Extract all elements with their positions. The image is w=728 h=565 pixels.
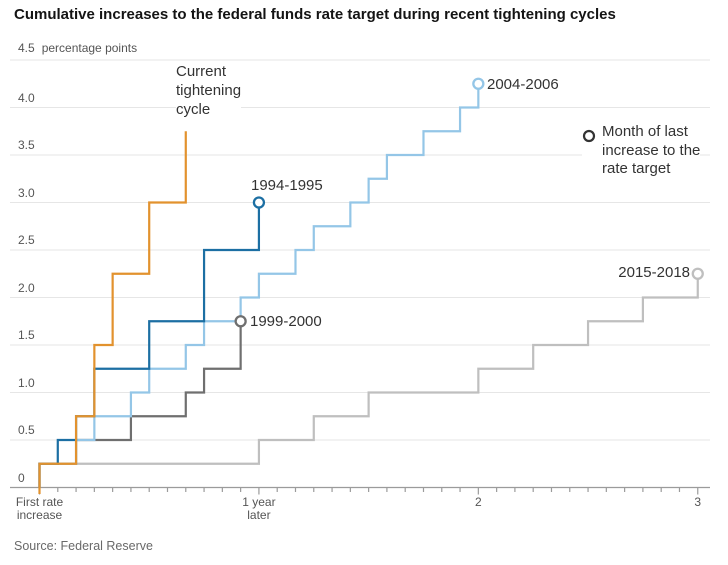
series-line-2015-2018 (38, 273, 699, 488)
series-line-2004-2006 (38, 83, 480, 488)
last-increase-marker-icon (582, 129, 596, 143)
y-axis-top-tick: 4.5 (18, 41, 35, 55)
series-line-current (38, 131, 187, 494)
legend-label: Month of last increase to the rate targe… (602, 123, 701, 177)
page-title: Cumulative increases to the federal fund… (14, 6, 616, 23)
last-increase-marker-1994-1995 (252, 196, 266, 209)
series-line-1999-2000 (38, 321, 242, 488)
source-note: Source: Federal Reserve (14, 539, 153, 553)
last-increase-marker-2004-2006 (472, 77, 485, 90)
legend: Month of last increase to the rate targe… (582, 123, 701, 179)
y-axis-unit-label: percentage points (41, 41, 138, 55)
last-increase-marker-2015-2018 (691, 267, 704, 280)
last-increase-marker-1999-2000 (234, 315, 247, 328)
y-axis-top-label: 4.5 percentage points (18, 41, 137, 55)
